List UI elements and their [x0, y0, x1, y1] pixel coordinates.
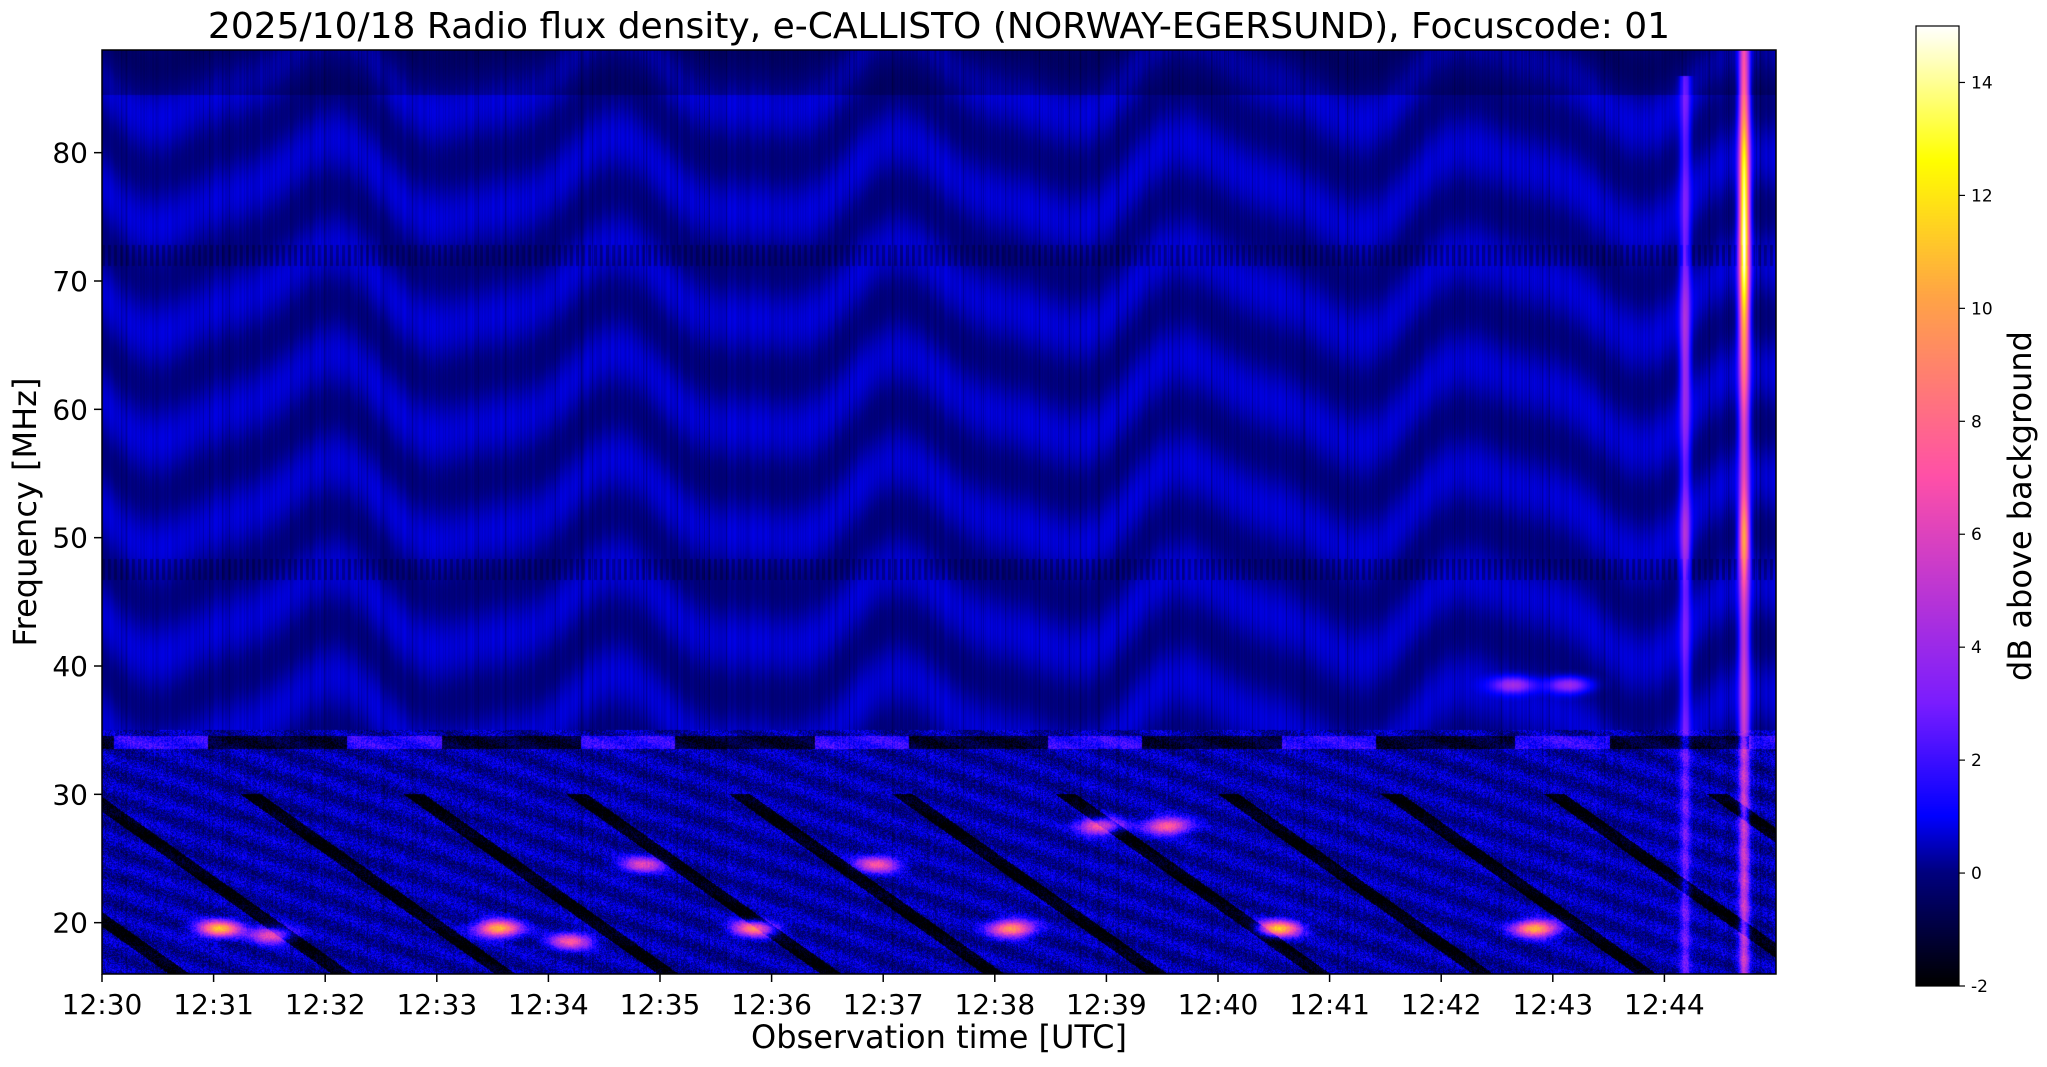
y-axis-label: Frequency [MHz]	[6, 378, 44, 647]
y-axis: 20 30 40 50 60 70 80	[52, 137, 102, 940]
colorbar-tick-label: 8	[1971, 412, 1982, 432]
chart-title: 2025/10/18 Radio flux density, e-CALLIST…	[208, 6, 1670, 47]
colorbar-tick-label: 0	[1971, 864, 1982, 884]
x-tick-label: 12:38	[954, 988, 1035, 1021]
x-tick-label: 12:36	[731, 988, 812, 1021]
y-tick-label: 60	[52, 393, 88, 426]
x-tick-label: 12:44	[1624, 988, 1705, 1021]
x-tick-label: 12:39	[1066, 988, 1147, 1021]
colorbar-tick-label: 12	[1971, 186, 1993, 206]
colorbar-gradient	[1916, 26, 1959, 986]
colorbar: -2 0 2 4 6 8 10 12 14 dB above background	[1915, 25, 2039, 997]
colorbar-tick-label: 4	[1971, 638, 1982, 658]
x-tick-label: 12:33	[396, 988, 477, 1021]
y-tick-label: 70	[52, 265, 88, 298]
plot-area	[101, 49, 1777, 975]
x-tick-label: 12:35	[620, 988, 701, 1021]
x-tick-label: 12:30	[62, 988, 143, 1021]
y-tick-label: 20	[52, 907, 88, 940]
x-tick-label: 12:43	[1512, 988, 1593, 1021]
x-tick-label: 12:34	[508, 988, 589, 1021]
x-tick-label: 12:32	[285, 988, 366, 1021]
spectrogram-canvas	[102, 50, 1776, 974]
colorbar-frame	[1915, 25, 1960, 987]
x-tick-label: 12:40	[1178, 988, 1259, 1021]
y-tick-label: 50	[52, 522, 88, 555]
colorbar-tick-label: 14	[1971, 73, 1993, 93]
colorbar-tick-label: -2	[1971, 977, 1988, 997]
y-tick-label: 40	[52, 650, 88, 683]
colorbar-label: dB above background	[2001, 331, 2039, 681]
colorbar-tick-label: 10	[1971, 299, 1993, 319]
x-tick-label: 12:42	[1401, 988, 1482, 1021]
y-tick-label: 80	[52, 137, 88, 170]
colorbar-tick-label: 6	[1971, 525, 1982, 545]
x-tick-label: 12:31	[173, 988, 254, 1021]
x-tick-label: 12:37	[843, 988, 924, 1021]
y-tick-label: 30	[52, 778, 88, 811]
plot-frame	[101, 49, 1777, 975]
colorbar-tick-label: 2	[1971, 751, 1982, 771]
x-tick-label: 12:41	[1289, 988, 1370, 1021]
colorbar-ticks: -2 0 2 4 6 8 10 12 14	[1959, 73, 1993, 997]
x-axis: 12:30 12:31 12:32 12:33 12:34 12:35 12:36 12:37…	[62, 974, 1705, 1021]
x-axis-label: Observation time [UTC]	[751, 1018, 1127, 1056]
